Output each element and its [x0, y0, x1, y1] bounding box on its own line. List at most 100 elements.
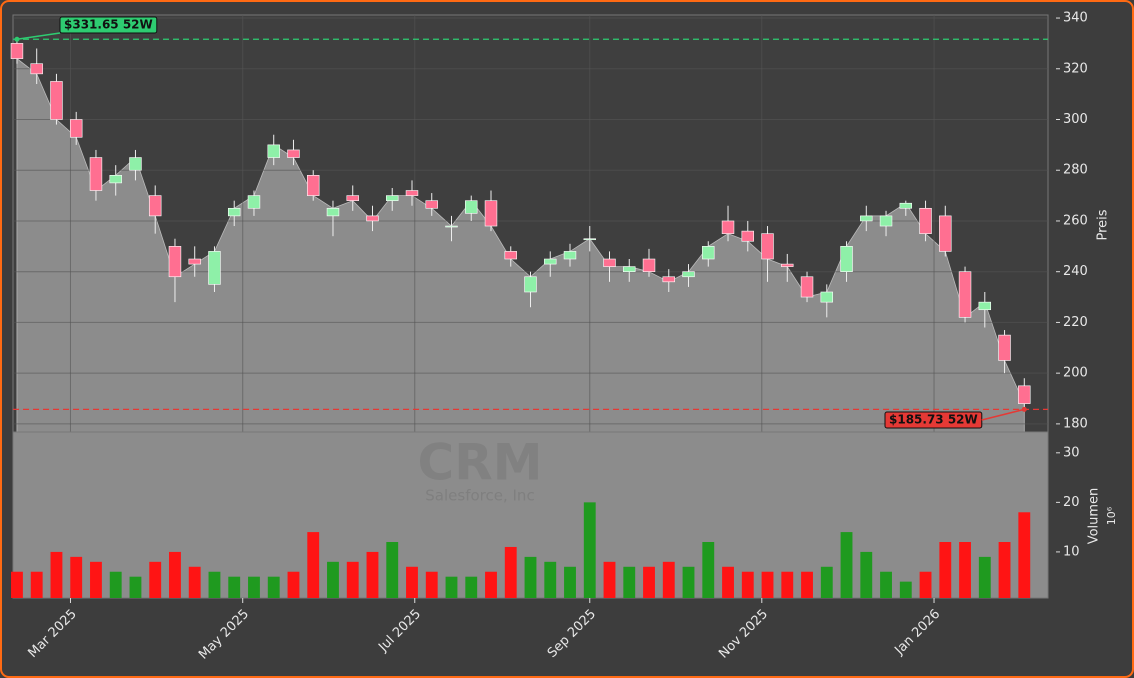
candle-body — [721, 220, 735, 234]
candle-body — [504, 251, 517, 260]
volume-bar — [840, 532, 853, 598]
volume-bar — [998, 542, 1011, 598]
candle-body — [958, 271, 972, 318]
candle-body — [366, 215, 379, 222]
candle-body — [761, 233, 774, 260]
volume-bar — [860, 551, 873, 598]
candle-body — [89, 157, 103, 191]
volume-bar — [662, 561, 675, 598]
volume-bar — [781, 571, 794, 598]
candle-body — [939, 215, 952, 252]
volume-tick-label: 20 — [1063, 495, 1080, 510]
candle-body — [603, 258, 616, 267]
candle-body — [563, 251, 577, 260]
volume-bar — [643, 566, 655, 598]
volume-bar — [346, 561, 359, 598]
52w-arrow — [16, 32, 61, 40]
volume-bar — [702, 542, 715, 598]
y-tick-label: 180 — [1063, 416, 1088, 431]
volume-tick-label: 10 — [1063, 544, 1080, 559]
symbol: CRM — [418, 434, 543, 492]
y-tick-label: 320 — [1063, 61, 1088, 76]
candle-body — [50, 81, 63, 120]
y-tick-label: 240 — [1063, 264, 1088, 279]
candle-body — [326, 207, 340, 217]
candle-body — [208, 251, 221, 285]
volume-bar — [603, 561, 616, 598]
volume-bar — [307, 532, 320, 598]
volume-bar — [583, 502, 596, 598]
volume-bar — [149, 561, 162, 598]
y-tick-label: 340 — [1063, 11, 1088, 26]
candle-body — [978, 301, 992, 311]
volume-unit: 10⁶ — [1105, 506, 1118, 525]
y-tick-label: 300 — [1063, 112, 1088, 127]
volume-bar — [524, 556, 537, 598]
volume-bar — [188, 566, 201, 598]
candle-body — [800, 276, 814, 298]
candle-body — [860, 215, 873, 222]
candle-body — [405, 190, 419, 196]
52w-arrow-head — [14, 36, 20, 42]
volume-bar — [267, 576, 280, 598]
candle-body — [386, 195, 399, 201]
volume-bar — [169, 551, 181, 598]
candle-body — [998, 334, 1011, 361]
candle-body — [168, 246, 182, 278]
company: Salesforce, Inc — [425, 487, 534, 505]
volume-bar — [623, 566, 636, 598]
volume-bar — [90, 561, 102, 598]
candle-body — [267, 144, 280, 158]
volume-bar — [208, 571, 221, 598]
volume-bar — [50, 551, 63, 598]
volume-bar — [465, 576, 478, 598]
candle-body — [583, 238, 596, 241]
volume-bar — [386, 542, 399, 598]
y-tick-label: 200 — [1063, 366, 1088, 381]
volume-bar — [366, 551, 379, 598]
candle-body — [69, 119, 83, 138]
volume-bar — [287, 571, 300, 598]
candle-body — [820, 291, 834, 303]
volume-bar — [445, 576, 458, 598]
volume-bar — [564, 566, 576, 598]
candle-body — [346, 195, 359, 201]
price-panel: forexsignale.trade1802002202402602803003… — [10, 11, 1088, 433]
y-tick-label: 260 — [1063, 213, 1088, 228]
candle-body — [919, 207, 932, 234]
volume-bar — [30, 571, 43, 598]
candle-body — [287, 149, 300, 158]
volume-bar — [919, 571, 932, 598]
52w-label: $185.73 52W — [889, 413, 978, 427]
volume-bar — [70, 556, 83, 598]
candle-body — [840, 246, 853, 272]
52w-arrow — [981, 408, 1025, 421]
candle-body — [148, 195, 162, 217]
volume-bar — [741, 571, 754, 598]
candle-body — [129, 157, 142, 171]
volume-bar — [761, 571, 774, 598]
candle-body — [227, 207, 241, 217]
candle-body — [307, 175, 320, 196]
volume-bar — [880, 571, 892, 598]
volume-bar — [228, 576, 241, 598]
candle-body — [247, 195, 261, 209]
volume-axis-label: Volumen — [1087, 488, 1102, 545]
candle-body — [445, 225, 458, 228]
candle-body — [524, 276, 537, 293]
candle-body — [879, 215, 893, 227]
candle-body — [109, 175, 122, 184]
y-tick-label: 220 — [1063, 315, 1088, 330]
candle-body — [899, 202, 913, 209]
volume-bar — [722, 566, 734, 598]
candle-body — [741, 230, 754, 242]
52w-label: $331.65 52W — [64, 18, 153, 32]
volume-bar — [425, 571, 438, 598]
volume-bar — [109, 571, 122, 598]
volume-bar — [801, 571, 813, 598]
volume-bar — [899, 581, 912, 598]
candle-body — [702, 246, 715, 260]
volume-bar — [939, 542, 952, 598]
